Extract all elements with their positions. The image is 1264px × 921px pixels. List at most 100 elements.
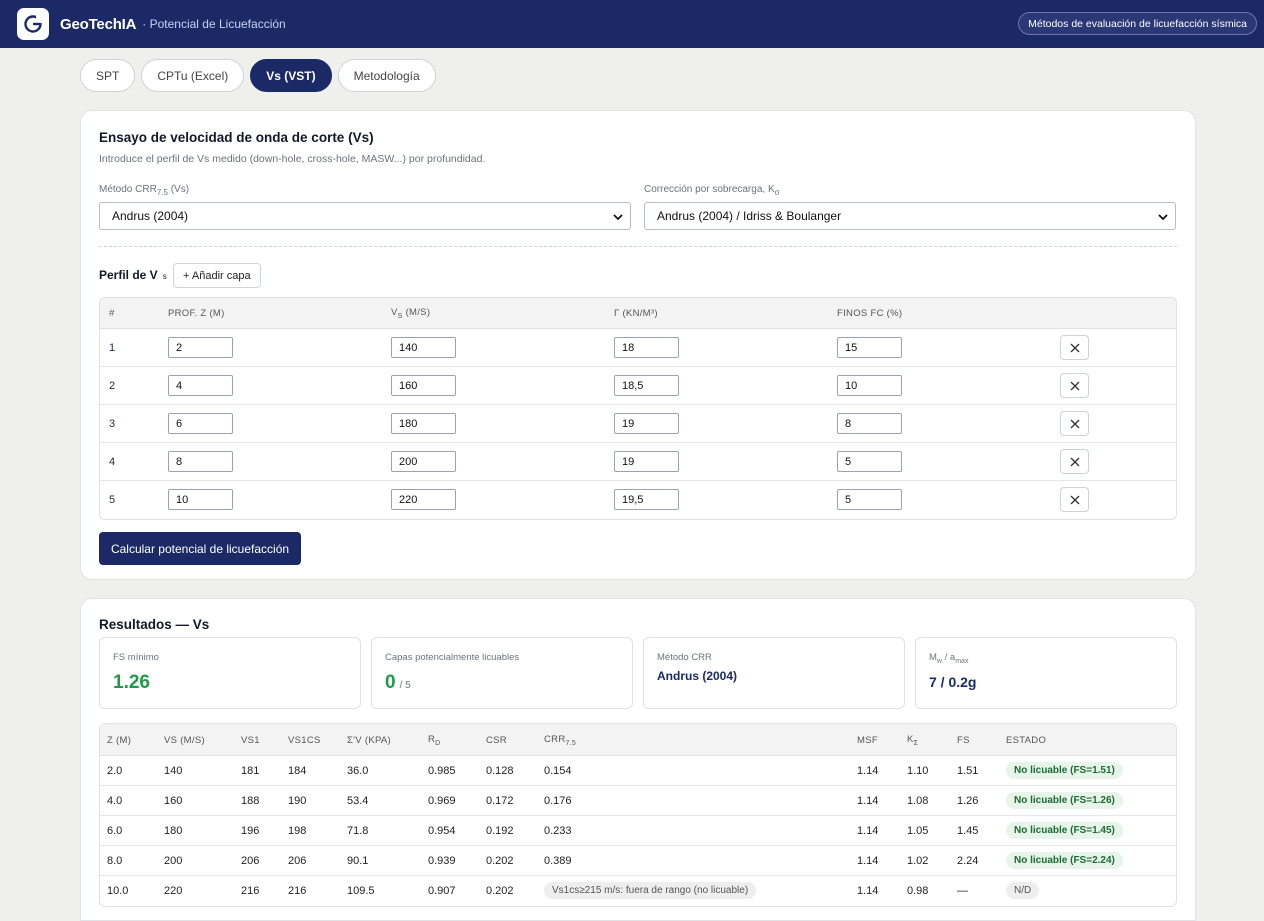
vs-input[interactable] [391,489,456,510]
profile-row: 4 [100,443,1176,481]
k-sigma-select[interactable]: Andrus (2004) / Idriss & Boulanger [644,202,1176,230]
gamma-input[interactable] [614,413,679,434]
col-sigma: Σ'V (KPA) [347,735,391,746]
profile-row: 3 [100,405,1176,443]
add-layer-button[interactable]: + Añadir capa [173,263,261,288]
stat-crr-method-label: Método CRR [657,652,712,663]
cell-z: 6.0 [107,825,123,837]
cell-sigma: 36.0 [347,765,369,777]
fines-input[interactable] [837,375,902,396]
col-fines: FINOS FC (%) [837,308,903,319]
input-card-title: Ensayo de velocidad de onda de corte (Vs… [99,130,374,145]
crr-method-select[interactable]: Andrus (2004) [99,202,631,230]
cell-crr: 0.233 [544,825,572,837]
depth-input[interactable] [168,451,233,472]
results-row: 2.0 140 181 184 36.0 0.985 0.128 1.14 1.10 1.51 0.… [100,756,1176,786]
input-card-description: Introduce el perfil de Vs medido (down-h… [99,153,486,165]
stat-mw-amax-label: Mw / amax [929,652,969,665]
stat-liquefiable: Capas potencialmente licuables 0/ 5 [371,637,633,709]
methods-button[interactable]: Métodos de evaluación de licuefacción sí… [1018,12,1257,35]
stat-mw-amax-value: 7 / 0.2g [929,674,977,690]
section-divider [99,246,1177,247]
fines-input[interactable] [837,489,902,510]
tab-spt[interactable]: SPT [80,59,136,92]
stat-liquefiable-label: Capas potencialmente licuables [385,652,520,663]
vs-input[interactable] [391,413,456,434]
calculate-button[interactable]: Calcular potencial de licuefacción [99,532,301,565]
col-vs: VS (M/S) [391,307,431,320]
cell-rd: 0.907 [428,885,456,897]
profile-row: 1 [100,329,1176,367]
row-number: 4 [109,456,116,468]
chevron-down-icon [1158,214,1168,221]
status-badge: No licuable (FS=2.24) [1006,852,1123,869]
col-vs1cs: VS1CS [288,735,321,746]
cell-crr: 0.154 [544,765,572,777]
col-num: # [109,308,115,319]
profile-row: 5 [100,481,1176,519]
tab-bar: SPT CPTu (Excel) Vs (VST) Metodología [80,59,436,92]
results-table: Z (M) VS (M/S) VS1 VS1CS Σ'V (KPA) RD CS… [99,723,1177,907]
cell-vs1: 188 [241,795,260,807]
depth-input[interactable] [168,489,233,510]
stat-fs-min: FS mínimo 1.26 [99,637,361,709]
results-row: 10.0 220 216 216 109.5 0.907 0.202 1.14 0.98 — Vs1… [100,876,1176,906]
gamma-input[interactable] [614,337,679,358]
fines-input[interactable] [837,337,902,358]
cell-fs: — [957,885,968,897]
status-badge: N/D [1006,882,1040,899]
depth-input[interactable] [168,413,233,434]
depth-input[interactable] [168,375,233,396]
row-number: 3 [109,418,116,430]
cell-crr: 0.176 [544,795,572,807]
tab-metodologia[interactable]: Metodología [337,59,436,92]
delete-layer-button[interactable] [1060,411,1089,436]
gamma-input[interactable] [614,375,679,396]
chevron-down-icon [613,214,623,221]
stat-crr-method-value: Andrus (2004) [657,669,738,683]
cell-msf: 1.14 [857,885,879,897]
profile-table: # PROF. Z (M) VS (M/S) Γ (KN/M³) FINOS F… [99,297,1177,520]
delete-layer-button[interactable] [1060,335,1089,360]
cell-vs1: 196 [241,825,260,837]
cell-sigma: 53.4 [347,795,369,807]
col-crr: CRR7.5 [544,734,577,747]
cell-csr: 0.172 [486,795,514,807]
depth-input[interactable] [168,337,233,358]
row-number: 5 [109,494,116,506]
app-logo[interactable] [17,8,49,40]
fines-input[interactable] [837,413,902,434]
cell-crr: 0.389 [544,855,572,867]
crr-method-value: Andrus (2004) [112,209,189,223]
cell-sigma: 109.5 [347,885,375,897]
profile-table-header: # PROF. Z (M) VS (M/S) Γ (KN/M³) FINOS F… [100,298,1176,329]
cell-k-sigma: 1.05 [907,825,929,837]
col-k-sigma: KΣ [907,734,919,747]
vs-input[interactable] [391,451,456,472]
cell-z: 4.0 [107,795,123,807]
tab-vs[interactable]: Vs (VST) [250,59,332,92]
delete-layer-button[interactable] [1060,373,1089,398]
results-card: Resultados — Vs FS mínimo 1.26 Capas pot… [80,598,1196,921]
cell-rd: 0.969 [428,795,456,807]
cell-crr: Vs1cs≥215 m/s: fuera de rango (no licuab… [544,882,757,899]
delete-layer-button[interactable] [1060,449,1089,474]
cell-fs: 1.51 [957,765,979,777]
fines-input[interactable] [837,451,902,472]
status-badge: No licuable (FS=1.45) [1006,822,1123,839]
delete-layer-button[interactable] [1060,487,1089,512]
vs-input[interactable] [391,337,456,358]
gamma-input[interactable] [614,489,679,510]
cell-vs1cs: 216 [288,885,307,897]
vs-input[interactable] [391,375,456,396]
col-depth: PROF. Z (M) [168,308,225,319]
col-estado: ESTADO [1006,735,1047,746]
row-number: 1 [109,342,116,354]
cell-sigma: 71.8 [347,825,369,837]
col-z: Z (M) [107,735,132,746]
close-icon [1070,419,1079,428]
gamma-input[interactable] [614,451,679,472]
cell-msf: 1.14 [857,825,879,837]
tab-cptu[interactable]: CPTu (Excel) [141,59,245,92]
